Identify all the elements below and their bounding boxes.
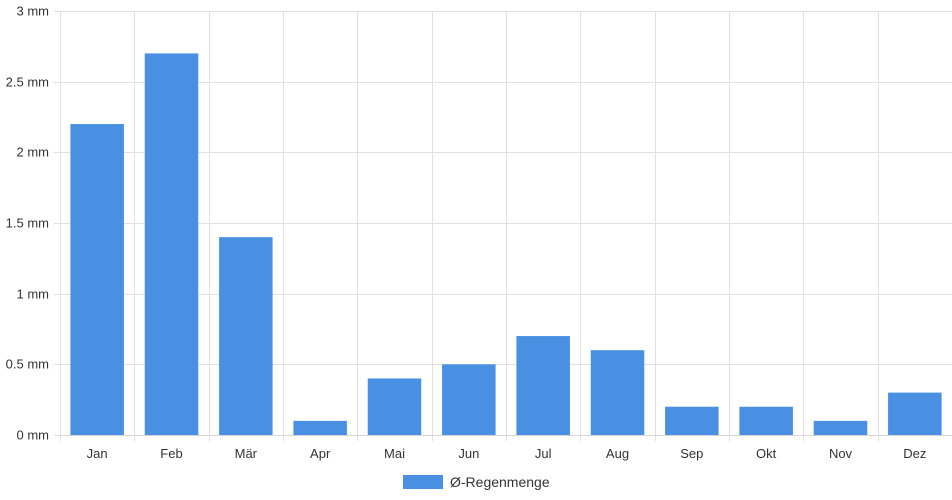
bar-jun[interactable]: [442, 364, 496, 435]
bar-mai[interactable]: [367, 378, 422, 435]
x-tick-label: Apr: [310, 446, 331, 461]
legend-swatch[interactable]: [403, 475, 443, 489]
legend-label[interactable]: Ø-Regenmenge: [450, 474, 550, 490]
bar-aug[interactable]: [590, 350, 645, 435]
x-tick-label: Aug: [606, 446, 629, 461]
x-tick-label: Jul: [535, 446, 552, 461]
grid-layer: [54, 11, 952, 441]
bar-dez[interactable]: [888, 392, 942, 435]
y-tick-label: 3 mm: [17, 4, 50, 19]
bar-nov[interactable]: [813, 420, 868, 435]
y-tick-label: 0.5 mm: [6, 357, 49, 372]
bars-layer: [70, 53, 942, 436]
x-tick-label: Jan: [87, 446, 108, 461]
legend[interactable]: Ø-Regenmenge: [403, 474, 550, 490]
y-tick-label: 0 mm: [17, 428, 50, 443]
x-tick-label: Feb: [160, 446, 182, 461]
y-tick-label: 2 mm: [17, 145, 50, 160]
x-tick-label: Mär: [235, 446, 258, 461]
y-tick-label: 2.5 mm: [6, 75, 49, 90]
bar-jul[interactable]: [516, 336, 570, 435]
x-tick-label: Jun: [458, 446, 479, 461]
y-tick-label: 1 mm: [17, 287, 50, 302]
x-tick-label: Nov: [829, 446, 853, 461]
axis-layer: 0 mm 0.5 mm 1 mm 1.5 mm 2 mm 2.5 mm 3 mm Jan Feb…: [6, 4, 952, 461]
y-tick-label: 1.5 mm: [6, 216, 49, 231]
bar-sep[interactable]: [665, 406, 719, 435]
bar-okt[interactable]: [739, 406, 793, 435]
bar-mär[interactable]: [219, 237, 273, 435]
x-tick-label: Sep: [680, 446, 703, 461]
x-tick-label: Okt: [756, 446, 777, 461]
x-tick-label: Mai: [384, 446, 405, 461]
bar-feb[interactable]: [144, 53, 199, 436]
x-tick-label: Dez: [903, 446, 926, 461]
bar-jan[interactable]: [70, 124, 124, 436]
bar-apr[interactable]: [293, 420, 347, 435]
